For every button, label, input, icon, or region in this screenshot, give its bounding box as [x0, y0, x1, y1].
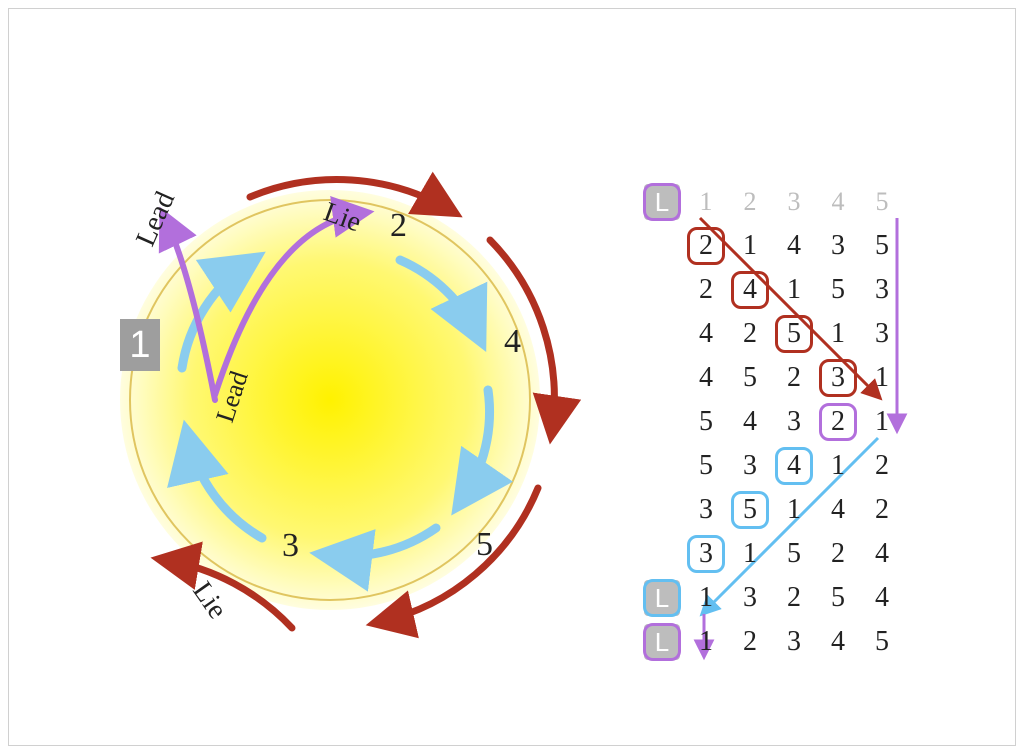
table-cell: 4 — [772, 224, 816, 268]
table-row: 53412 — [640, 444, 904, 488]
table-cell: 2 — [860, 488, 904, 532]
table-cell: 5 — [684, 400, 728, 444]
table-cell — [640, 400, 684, 444]
header-cell: 3 — [772, 180, 816, 224]
table-cell — [640, 488, 684, 532]
sequence-table: L123452143524153425134523154321534123514… — [640, 180, 904, 664]
table-cell: 4 — [684, 312, 728, 356]
table-cell: 1 — [728, 532, 772, 576]
badge-one: 1 — [120, 319, 160, 371]
table-cell — [640, 532, 684, 576]
table-cell: 2 — [772, 356, 816, 400]
table-cell: 4 — [816, 620, 860, 664]
table-row: 21435 — [640, 224, 904, 268]
table-cell: 1 — [684, 576, 728, 620]
table-row: 54321 — [640, 400, 904, 444]
header-cell: 1 — [684, 180, 728, 224]
table-cell: 4 — [860, 576, 904, 620]
table-cell: 3 — [684, 488, 728, 532]
table-header: L12345 — [640, 180, 904, 224]
table-cell: 5 — [816, 268, 860, 312]
table-cell: 2 — [728, 620, 772, 664]
table-cell: 1 — [772, 488, 816, 532]
table-cell: 5 — [728, 356, 772, 400]
ring-label-5: 5 — [476, 526, 493, 563]
table-row: 31524 — [640, 532, 904, 576]
table-row: 45231 — [640, 356, 904, 400]
table-row: L13254 — [640, 576, 904, 620]
table-cell: 2 — [816, 400, 860, 444]
table-cell: 5 — [772, 312, 816, 356]
table-cell — [640, 444, 684, 488]
table-cell: 5 — [860, 620, 904, 664]
table-row: L12345 — [640, 620, 904, 664]
table-cell: 2 — [860, 444, 904, 488]
header-cell: L — [640, 180, 684, 224]
table-cell: 4 — [684, 356, 728, 400]
curved-text-lie-bot: Lie — [186, 576, 233, 624]
table-cell: 2 — [684, 224, 728, 268]
table-cell: 2 — [772, 576, 816, 620]
table-cell: 4 — [860, 532, 904, 576]
table-cell: 1 — [860, 400, 904, 444]
table-cell: 4 — [728, 268, 772, 312]
table-cell: 5 — [684, 444, 728, 488]
header-cell: 2 — [728, 180, 772, 224]
table-cell: 3 — [684, 532, 728, 576]
table-cell: 3 — [772, 620, 816, 664]
table-cell: 4 — [728, 400, 772, 444]
table-cell: 1 — [728, 224, 772, 268]
table-cell: 3 — [860, 312, 904, 356]
ring-label-2: 2 — [390, 207, 407, 244]
table-row: 24153 — [640, 268, 904, 312]
table-cell: 4 — [816, 488, 860, 532]
table-cell — [640, 356, 684, 400]
table-cell: 5 — [860, 224, 904, 268]
table-cell: 1 — [860, 356, 904, 400]
table-cell: 2 — [728, 312, 772, 356]
table-cell: 2 — [816, 532, 860, 576]
table-row: 35142 — [640, 488, 904, 532]
table-cell: 4 — [772, 444, 816, 488]
header-cell: 4 — [816, 180, 860, 224]
table-cell — [640, 312, 684, 356]
table-cell: 3 — [772, 400, 816, 444]
table-cell: L — [640, 576, 684, 620]
table-cell: 1 — [772, 268, 816, 312]
table-cell: 3 — [728, 444, 772, 488]
table-cell: 2 — [684, 268, 728, 312]
header-cell: 5 — [860, 180, 904, 224]
table-cell: 5 — [772, 532, 816, 576]
table-cell: L — [640, 620, 684, 664]
ring-label-4: 4 — [504, 323, 521, 360]
ring-label-3: 3 — [282, 527, 299, 564]
table-cell: 3 — [816, 356, 860, 400]
table-cell: 1 — [816, 312, 860, 356]
table-cell — [640, 224, 684, 268]
table-cell: 3 — [816, 224, 860, 268]
table-cell: 1 — [684, 620, 728, 664]
table-cell — [640, 268, 684, 312]
table-cell: 3 — [860, 268, 904, 312]
table-row: 42513 — [640, 312, 904, 356]
table-cell: 5 — [728, 488, 772, 532]
table-cell: 3 — [728, 576, 772, 620]
table-cell: 5 — [816, 576, 860, 620]
table-cell: 1 — [816, 444, 860, 488]
